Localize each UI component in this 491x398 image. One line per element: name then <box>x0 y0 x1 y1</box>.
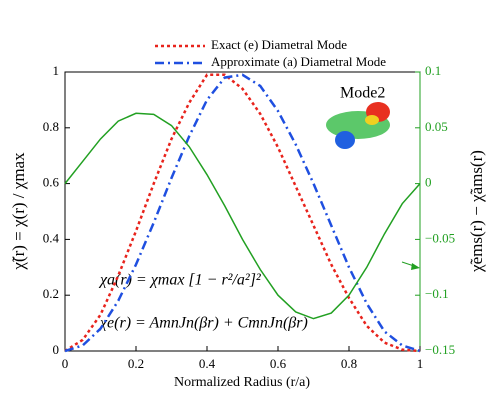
mode-icon <box>326 102 390 149</box>
x-axis-label: Normalized Radius (r/a) <box>174 375 310 390</box>
y2-tick-label: 0 <box>425 175 432 190</box>
legend-label: Exact (e) Diametral Mode <box>211 37 347 52</box>
legend-label: Approximate (a) Diametral Mode <box>211 54 386 69</box>
x-tick-label: 0 <box>62 356 69 371</box>
y2-tick-label: −0.15 <box>425 342 455 357</box>
annotation: Mode2 <box>340 85 385 102</box>
y-axis-label: χ̃(r) = χ(r) / χmax <box>9 152 28 271</box>
data-line <box>64 73 421 353</box>
y-tick-label: 0.6 <box>43 175 60 190</box>
x-tick-label: 0.2 <box>128 356 144 371</box>
annotation: χe(r) = AmnJn(βr) + CmnJn(βr) <box>98 315 308 332</box>
annotation: χa(r) = χmax [1 − r²/a²]² <box>98 272 262 289</box>
y-tick-label: 0 <box>53 342 60 357</box>
y2-axis-label: χ̃ems(r) − χ̃ams(r) <box>467 150 486 273</box>
x-tick-label: 0.4 <box>199 356 216 371</box>
mode-trough <box>335 131 355 149</box>
y2-tick-label: 0.1 <box>425 63 441 78</box>
data-line <box>64 73 421 353</box>
arrow-head <box>411 263 420 270</box>
y-tick-label: 0.4 <box>43 230 60 245</box>
x-tick-label: 0.8 <box>341 356 357 371</box>
y-tick-label: 0.8 <box>43 119 59 134</box>
x-tick-label: 0.6 <box>270 356 287 371</box>
y2-tick-label: −0.1 <box>425 286 449 301</box>
y2-tick-label: 0.05 <box>425 119 448 134</box>
y-tick-label: 0.2 <box>43 286 59 301</box>
y2-tick-label: −0.05 <box>425 230 455 245</box>
mode-band <box>365 115 379 125</box>
x-tick-label: 1 <box>417 356 424 371</box>
y-tick-label: 1 <box>53 63 60 78</box>
data-line <box>64 112 421 320</box>
